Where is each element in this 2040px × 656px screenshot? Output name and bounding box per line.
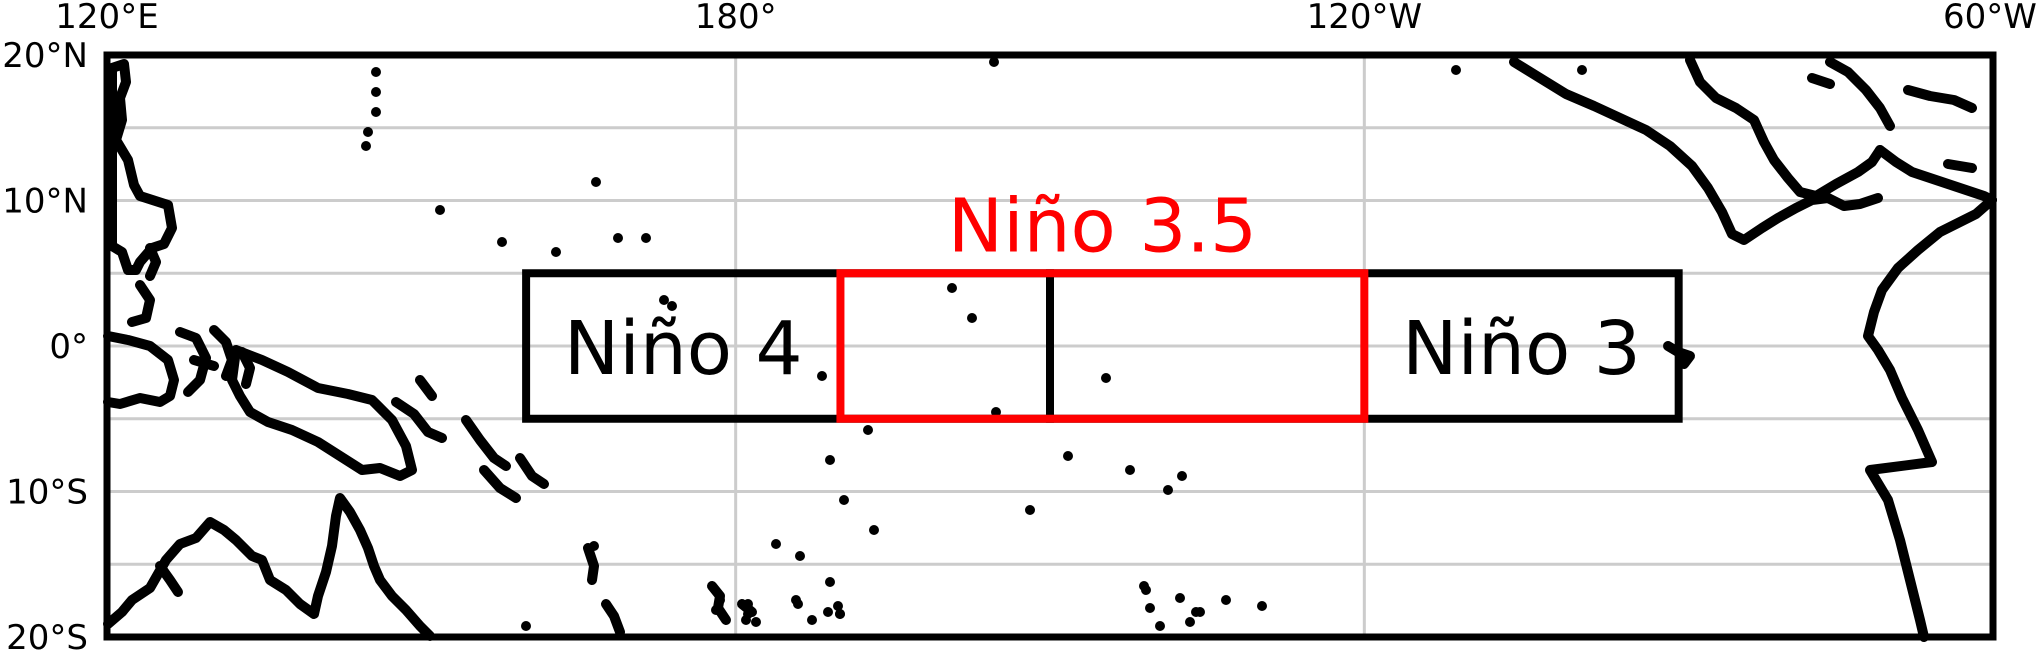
island-dot [1063,451,1073,461]
lat-tick-label: 10°N [2,182,88,222]
island-dot [363,127,373,137]
philippines-islands [127,243,161,327]
yucatan-coast [1685,55,1885,201]
borneo-coast [103,331,179,409]
island-dot [497,237,507,247]
central-america-coast [1509,57,1833,245]
island-dot [641,233,651,243]
island-dot [823,607,833,617]
island-dot [1145,603,1155,613]
island-dot [613,233,623,243]
sulawesi-coast [175,327,219,397]
solomon-islands [461,415,549,503]
philippines-coast [107,59,177,275]
island-dot [715,595,725,605]
island-dot [1125,465,1135,475]
island-dot [863,425,873,435]
caribbean-coast [1875,145,1997,205]
island-dot [1025,505,1035,515]
lon-tick-label: 120°W [1307,0,1423,37]
island-dot [743,609,753,619]
island-dot [795,551,805,561]
caribbean-islands [1807,73,1977,173]
island-dot [589,541,599,551]
island-dot [793,599,803,609]
island-dot [771,539,781,549]
new-guinea-coast [227,345,417,481]
island-dot [371,87,381,97]
nino-regions: Niño 4 Niño 3 Niño 3.5 [522,183,1683,423]
island-dot [1257,601,1267,611]
island-dot [1175,593,1185,603]
lon-tick-label: 180° [695,0,777,37]
map-frame [103,51,1997,641]
island-dot [1139,581,1149,591]
coastlines [103,55,1997,642]
vanuatu-islands [583,543,625,637]
lat-tick-label: 10°S [6,473,88,513]
australia-coast [103,493,435,641]
lon-tick-label: 60°W [1943,0,2037,37]
island-dot [807,615,817,625]
region-label-nino34: Niño 3.5 [948,183,1257,269]
gulf-coast [1825,57,1895,131]
lat-tick-label: 20°N [2,36,88,76]
island-dot [825,577,835,587]
island-dot [825,455,835,465]
island-dot [967,313,977,323]
island-dot [1577,65,1587,75]
island-dot [839,495,849,505]
region-label-nino3: Niño 3 [1402,306,1641,392]
island-dot [435,205,445,215]
island-dot [1101,373,1111,383]
island-dot [371,107,381,117]
island-dot [817,371,827,381]
bismarck-coast [391,375,447,443]
region-label-nino4: Niño 4 [564,306,803,392]
island-dot [667,301,677,311]
island-dot [1155,621,1165,631]
island-dot [521,621,531,631]
lat-tick-label: 20°S [6,618,88,656]
island-dot [551,247,561,257]
pacific-islands [361,57,1587,631]
island-dot [1185,617,1195,627]
lon-tick-label: 120°E [55,0,158,37]
galapagos-islands [1663,341,1695,369]
panama-coast [1823,193,1883,211]
island-dot [591,177,601,187]
island-dot [835,609,845,619]
island-dot [711,605,721,615]
island-dot [743,599,753,609]
south-america-coast [1863,195,1997,642]
island-dot [991,407,1001,417]
island-dot [989,57,999,67]
island-dot [947,283,957,293]
island-dot [869,525,879,535]
island-dot [361,141,371,151]
island-dot [1221,595,1231,605]
island-dot [833,601,843,611]
island-dot [1191,607,1201,617]
island-dot [659,295,669,305]
lat-tick-label: 0° [49,327,88,367]
island-dot [751,617,761,627]
island-dot [371,67,381,77]
island-dot [1451,65,1461,75]
island-dot [1163,485,1173,495]
cape-york [155,561,183,597]
region-box-nino34 [836,269,1369,423]
island-dot [1177,471,1187,481]
